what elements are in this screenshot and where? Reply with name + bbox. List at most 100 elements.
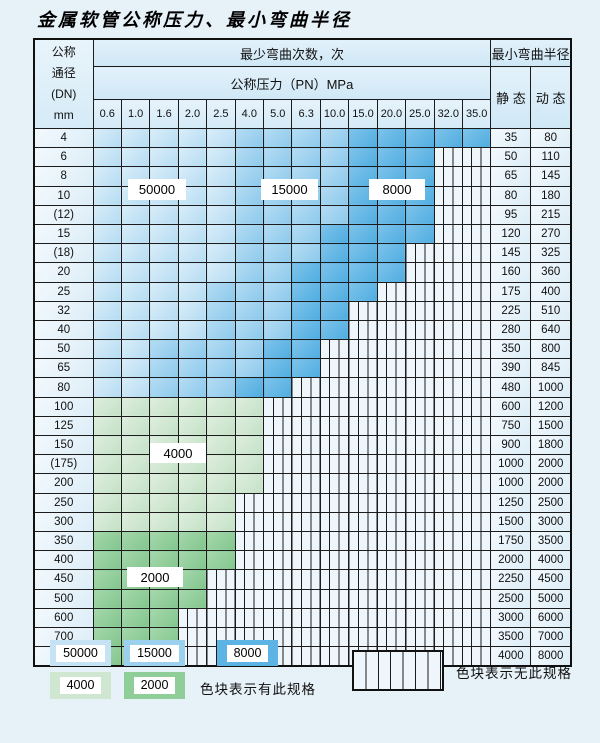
spec-cell-50000 <box>177 243 208 264</box>
spec-cell-8000 <box>405 127 435 149</box>
dn-cell: 125 <box>33 415 94 437</box>
spec-cell-15000 <box>263 223 293 245</box>
spec-cell-4000 <box>149 511 179 532</box>
spec-cell-15000 <box>263 127 293 149</box>
header-row-2: 公称压力（PN）MPa 静 态动 态 <box>34 66 572 129</box>
spec-cell-8000 <box>319 243 350 264</box>
nospec-cell <box>405 530 435 552</box>
nospec-cell <box>206 607 236 628</box>
nospec-cell <box>433 358 463 379</box>
nospec-cell <box>433 454 463 475</box>
nospec-cell <box>319 607 350 628</box>
spec-cell-8000 <box>291 358 321 379</box>
cycles-header: 最少弯曲次数，次 <box>92 38 492 67</box>
nospec-cell <box>461 530 492 552</box>
spec-cell-15000 <box>234 185 265 206</box>
nospec-cell <box>348 607 378 628</box>
nospec-cell <box>348 319 378 341</box>
spec-cell-4000 <box>234 473 265 494</box>
nospec-cell <box>461 434 492 456</box>
spec-cell-4000 <box>149 473 179 494</box>
spec-cell-15000 <box>234 147 265 168</box>
nospec-cell <box>405 569 435 590</box>
dn-cell: 80 <box>33 377 94 398</box>
nospec-cell <box>433 473 463 494</box>
spec-cell-15000 <box>177 377 208 398</box>
spec-cell-50000 <box>177 127 208 149</box>
table-row-dn-100: 100 600 1200 <box>33 396 572 417</box>
nospec-cell <box>433 223 463 245</box>
dynamic-radius-cell: 8000 <box>530 646 572 667</box>
spec-cell-50000 <box>92 358 122 379</box>
nospec-cell <box>291 607 321 628</box>
spec-cell-50000 <box>92 147 122 168</box>
nospec-cell <box>348 415 378 437</box>
pressure-tick: 1.6 <box>149 99 179 129</box>
nospec-cell <box>348 396 378 417</box>
spec-cell-4000 <box>120 492 151 513</box>
spec-cell-4000 <box>120 415 151 437</box>
nospec-cell <box>291 473 321 494</box>
nospec-cell <box>461 415 492 437</box>
table-row-dn-150: 150 900 1800 <box>33 434 572 456</box>
nospec-cell <box>405 339 435 360</box>
nospec-cell <box>263 588 293 609</box>
nospec-cell <box>376 358 407 379</box>
nospec-cell <box>433 492 463 513</box>
pressure-tick: 0.6 <box>92 99 122 129</box>
dynamic-radius-cell: 3500 <box>530 530 572 552</box>
zone-label-15000: 15000 <box>261 179 318 200</box>
static-radius-cell: 750 <box>490 415 532 437</box>
nospec-cell <box>461 473 492 494</box>
spec-cell-4000 <box>206 434 236 456</box>
dynamic-radius-cell: 4000 <box>530 550 572 571</box>
zone-label-2000: 2000 <box>127 567 183 587</box>
nospec-cell <box>461 339 492 360</box>
spec-cell-50000 <box>120 358 151 379</box>
nospec-cell <box>433 588 463 609</box>
dynamic-radius-cell: 80 <box>530 127 572 149</box>
spec-cell-50000 <box>206 262 236 283</box>
dn-cell: 250 <box>33 492 94 513</box>
nospec-cell <box>461 396 492 417</box>
spec-cell-50000 <box>92 377 122 398</box>
header-row-1: 公称 通径 (DN) mm 最少弯曲次数，次 最小弯曲半径 <box>33 38 572 129</box>
spec-cell-15000 <box>263 243 293 264</box>
nospec-cell <box>376 550 407 571</box>
spec-cell-15000 <box>319 166 350 187</box>
nospec-cell <box>348 626 378 648</box>
dynamic-radius-cell: 6000 <box>530 607 572 628</box>
nospec-cell <box>433 511 463 532</box>
legend-swatch-2000: 2000 <box>124 672 185 699</box>
nospec-cell <box>461 511 492 532</box>
static-radius-cell: 120 <box>490 223 532 245</box>
dn-cell: 65 <box>33 358 94 379</box>
spec-cell-15000 <box>263 300 293 321</box>
dn-cell: 500 <box>33 588 94 609</box>
spec-cell-4000 <box>92 396 122 417</box>
spec-cell-2000 <box>149 588 179 609</box>
nospec-cell <box>319 588 350 609</box>
nospec-cell <box>376 473 407 494</box>
spec-cell-8000 <box>405 147 435 168</box>
dn-cell: 15 <box>33 223 94 245</box>
static-radius-cell: 95 <box>490 204 532 225</box>
nospec-cell <box>376 396 407 417</box>
nospec-cell <box>461 492 492 513</box>
nospec-cell <box>263 511 293 532</box>
spec-cell-2000 <box>149 607 179 628</box>
nospec-cell <box>291 569 321 590</box>
spec-cell-50000 <box>149 281 179 302</box>
nospec-cell <box>433 530 463 552</box>
dynamic-radius-cell: 2000 <box>530 454 572 475</box>
nospec-cell <box>319 550 350 571</box>
nospec-cell <box>348 339 378 360</box>
spec-cell-15000 <box>234 127 265 149</box>
nospec-cell <box>319 434 350 456</box>
nospec-cell <box>405 281 435 302</box>
spec-cell-50000 <box>206 127 236 149</box>
dn-cell: 400 <box>33 550 94 571</box>
dn-cell: 600 <box>33 607 94 628</box>
spec-cell-15000 <box>234 281 265 302</box>
